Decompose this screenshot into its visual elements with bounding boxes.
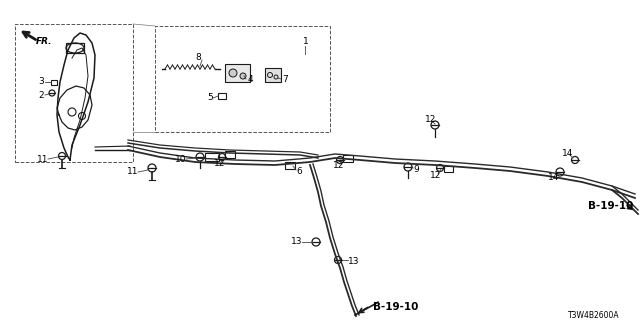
Bar (225, 64, 250, 82)
Text: 12: 12 (214, 158, 225, 167)
Bar (343, 155, 353, 162)
Bar (205, 153, 219, 161)
Text: 12: 12 (425, 116, 436, 124)
Text: 7: 7 (282, 76, 288, 84)
Text: 1: 1 (303, 37, 308, 46)
Text: 13: 13 (348, 258, 360, 267)
Text: 11: 11 (36, 155, 48, 164)
Bar (225, 150, 235, 157)
Bar (444, 166, 452, 172)
Text: B-19-10: B-19-10 (373, 302, 419, 312)
Text: 8: 8 (195, 53, 201, 62)
Text: B-19-10: B-19-10 (588, 201, 634, 211)
Bar (51, 79, 57, 84)
Text: 2: 2 (38, 91, 44, 100)
Bar (285, 162, 295, 169)
Text: 6: 6 (296, 167, 301, 177)
Text: 4: 4 (248, 76, 253, 84)
Text: 14: 14 (562, 148, 573, 157)
Bar (155, 26, 330, 132)
Bar (218, 93, 226, 99)
Text: 11: 11 (127, 167, 138, 177)
Bar (265, 68, 281, 82)
Text: 3: 3 (38, 77, 44, 86)
Text: T3W4B2600A: T3W4B2600A (568, 310, 620, 319)
Text: 12: 12 (430, 171, 442, 180)
Text: 5: 5 (207, 93, 212, 102)
Circle shape (240, 73, 246, 79)
Text: 10: 10 (175, 156, 186, 164)
Circle shape (229, 69, 237, 77)
Text: 14: 14 (548, 173, 559, 182)
Text: 13: 13 (291, 237, 302, 246)
Text: 9: 9 (413, 165, 419, 174)
Bar (66, 43, 84, 53)
Text: 12: 12 (333, 161, 344, 170)
Text: FR.: FR. (36, 37, 52, 46)
Bar (15, 24, 133, 162)
